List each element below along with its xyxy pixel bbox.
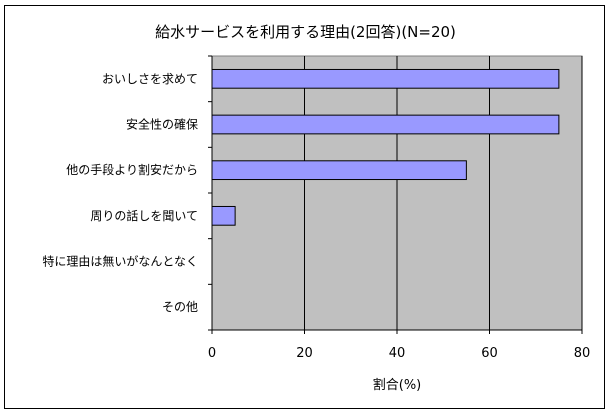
category-label: 特に理由は無いがなんとなく <box>42 254 198 269</box>
bar <box>211 160 467 181</box>
x-tick-label: 80 <box>574 346 591 361</box>
x-axis-title: 割合(%) <box>373 377 422 393</box>
x-tick-label: 40 <box>389 346 406 361</box>
category-label: 他の手段より割安だから <box>66 162 198 177</box>
bar <box>211 114 560 135</box>
category-label: その他 <box>162 300 198 314</box>
chart-title: 給水サービスを利用する理由(2回答)(N=20) <box>155 23 456 41</box>
x-tick-label: 60 <box>481 346 498 361</box>
category-label: おいしさを求めて <box>102 72 198 86</box>
x-tick-label: 20 <box>296 346 313 361</box>
axes <box>208 55 583 334</box>
gridlines <box>304 56 583 330</box>
bar <box>211 68 560 89</box>
bar <box>211 205 236 226</box>
category-labels: おいしさを求めて安全性の確保他の手段より割安だから周りの話しを聞いて特に理由は無… <box>42 72 198 314</box>
category-label: 周りの話しを聞いて <box>90 208 198 223</box>
x-tick-label: 0 <box>208 346 216 361</box>
x-tick-labels: 0 20 40 60 80 <box>208 346 590 361</box>
category-label: 安全性の確保 <box>126 117 198 132</box>
bars <box>211 68 560 226</box>
